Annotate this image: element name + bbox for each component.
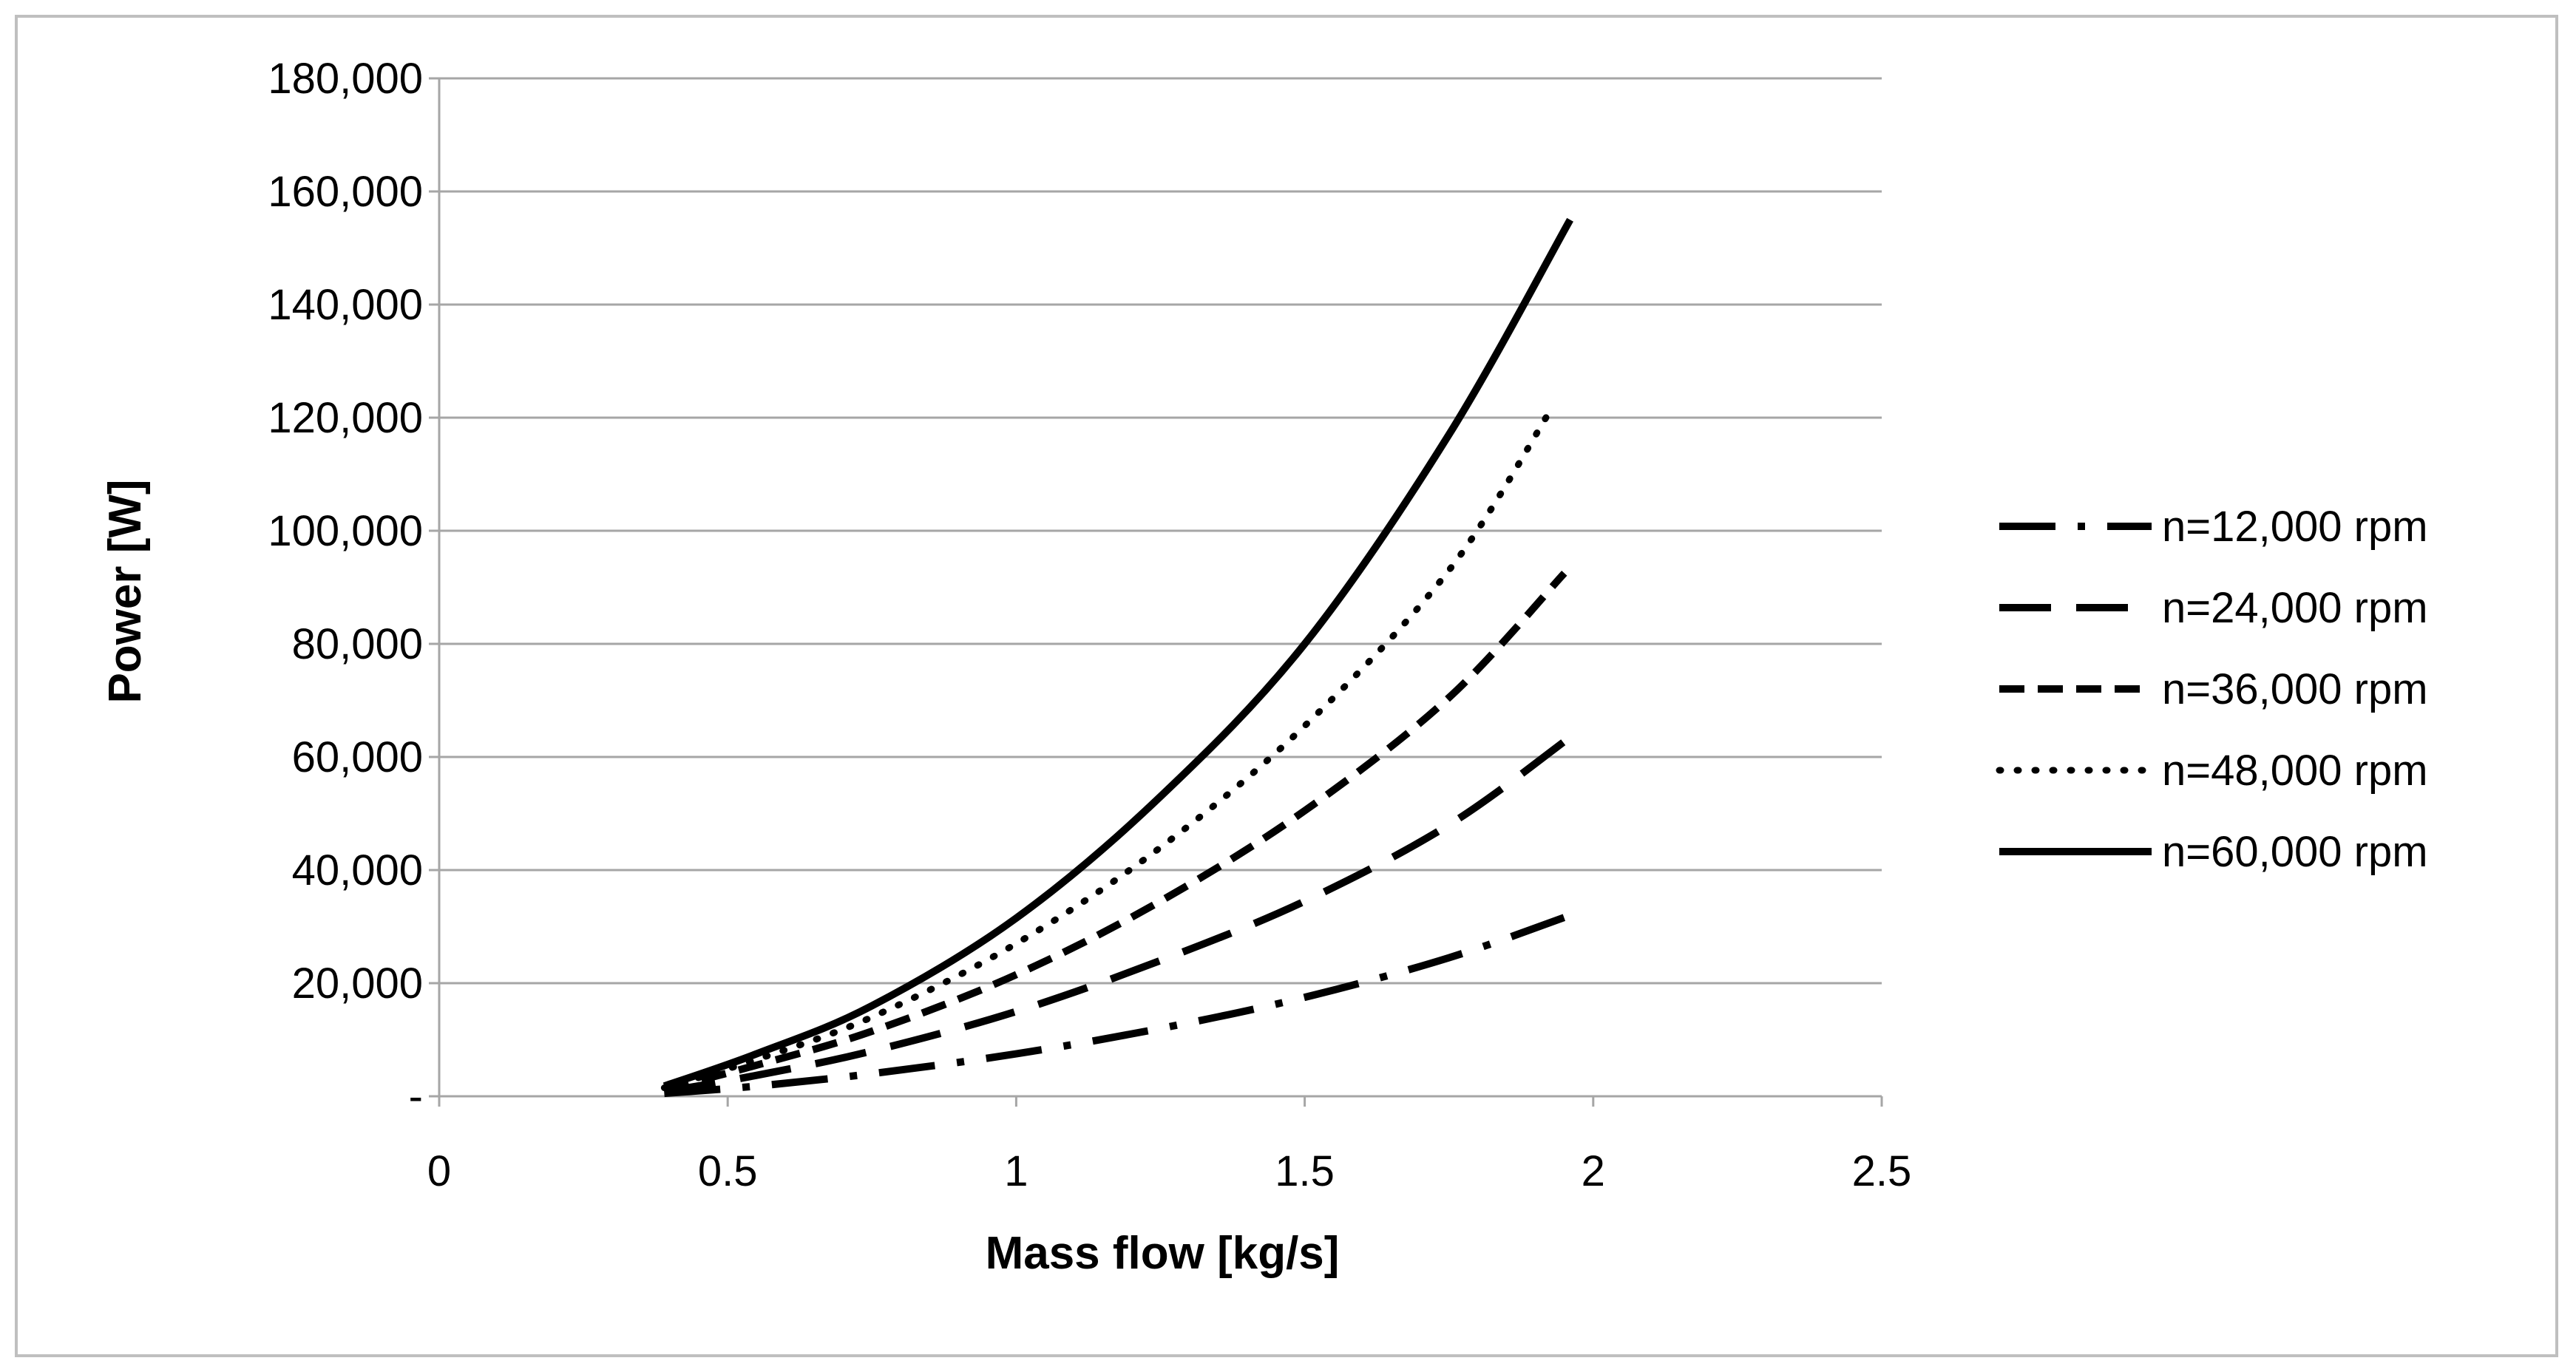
x-tick-label: 2.5 (1852, 1147, 1912, 1195)
y-tick-label: 160,000 (268, 168, 423, 216)
y-tick-labels: - 20,000 40,000 60,000 80,000 100,000 120,000 1… (268, 55, 423, 1121)
axes (429, 78, 1883, 1107)
legend-item: n=24,000 rpm (1999, 584, 2428, 632)
y-tick-label: 180,000 (268, 55, 423, 103)
legend-label: n=60,000 rpm (2162, 828, 2428, 876)
legend: n=12,000 rpm n=24,000 rpm n=36,000 rpm n=48… (1996, 503, 2428, 876)
y-tick-label: 140,000 (268, 281, 423, 329)
legend-label: n=12,000 rpm (2162, 503, 2428, 551)
y-tick-label: 120,000 (268, 394, 423, 442)
y-tick-label: 60,000 (292, 733, 423, 781)
series-line-4 (660, 403, 1556, 1091)
data-series (660, 217, 1573, 1098)
series-line-2 (663, 734, 1573, 1096)
legend-item: n=36,000 rpm (1999, 665, 2428, 713)
y-tick-label: 40,000 (292, 846, 423, 894)
legend-item: n=12,000 rpm (1999, 503, 2428, 551)
x-tick-labels: 0 0.5 1 1.5 2 2.5 (427, 1147, 1911, 1195)
gridlines (429, 77, 1882, 985)
y-tick-label: 100,000 (268, 507, 423, 555)
x-tick-label: 0.5 (698, 1147, 758, 1195)
x-tick-label: 1 (1004, 1147, 1028, 1195)
legend-label: n=24,000 rpm (2162, 584, 2428, 632)
legend-item: n=48,000 rpm (1996, 747, 2428, 795)
legend-item: n=60,000 rpm (1999, 828, 2428, 876)
legend-label: n=48,000 rpm (2162, 747, 2428, 795)
series-line-3 (663, 570, 1567, 1093)
y-axis-title: Power [W] (100, 479, 151, 703)
series-line-1 (663, 911, 1572, 1098)
x-axis-title: Mass flow [kg/s] (986, 1228, 1340, 1279)
x-tick-label: 0 (427, 1147, 451, 1195)
legend-label: n=36,000 rpm (2162, 665, 2428, 713)
series-line-5 (662, 217, 1573, 1090)
x-tick-label: 2 (1582, 1147, 1605, 1195)
y-tick-label: - (409, 1073, 423, 1121)
y-tick-label: 20,000 (292, 960, 423, 1008)
y-tick-label: 80,000 (292, 620, 423, 668)
x-tick-label: 1.5 (1275, 1147, 1335, 1195)
